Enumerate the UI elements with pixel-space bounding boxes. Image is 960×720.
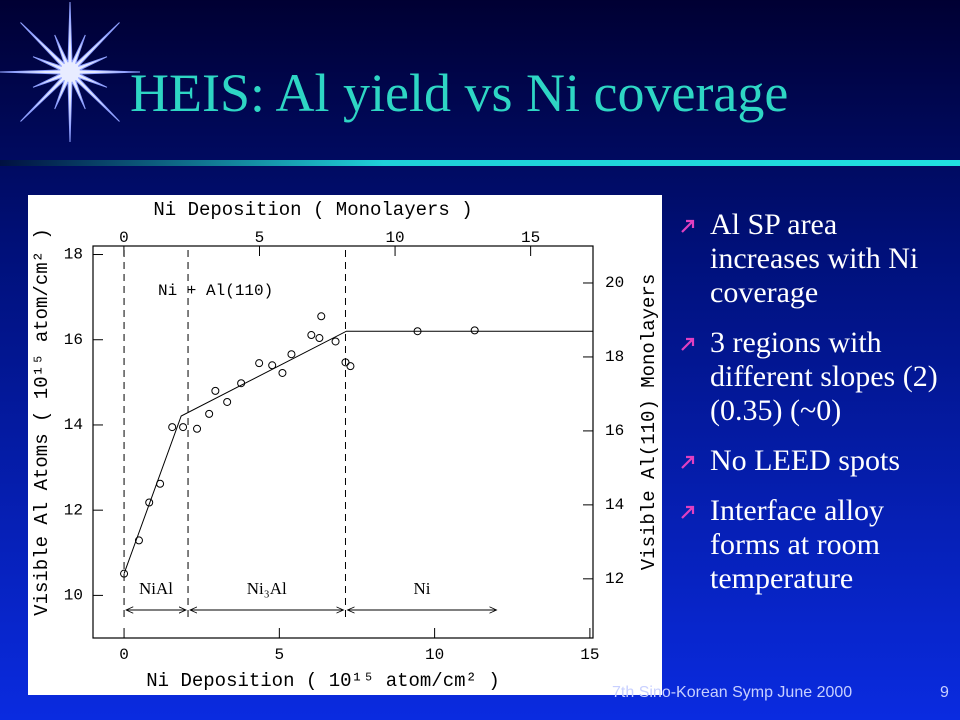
y-tick-label: 10	[64, 587, 83, 605]
region-label: Ni	[414, 579, 431, 598]
region-label: Ni₃Al	[247, 579, 287, 598]
bullet-icon	[681, 219, 695, 233]
x-axis-label: Ni Deposition ( 10¹⁵ atom/cm² )	[146, 670, 499, 692]
region-label: NiAl	[139, 579, 173, 598]
bullet-text: Al SP area increases with Ni coverage	[710, 208, 919, 309]
bullet-icon	[681, 505, 695, 519]
bullet-text: Interface alloy forms at room temperatur…	[710, 494, 885, 595]
data-point	[168, 423, 177, 432]
x2-tick-label: 10	[385, 229, 404, 247]
y2-tick-label: 12	[605, 570, 624, 588]
y2-tick-label: 20	[605, 274, 624, 292]
data-point	[268, 361, 277, 370]
y2-tick-label: 16	[605, 422, 624, 440]
title-rule	[0, 160, 960, 166]
x2-axis-label: Ni Deposition ( Monolayers )	[153, 199, 472, 221]
slide-title: HEIS: Al yield vs Ni coverage	[130, 63, 789, 123]
bullet-text: No LEED spots	[710, 444, 900, 477]
data-point	[211, 386, 220, 395]
data-point	[341, 358, 350, 367]
x-tick-label: 0	[119, 646, 129, 664]
y-tick-label: 12	[64, 501, 83, 519]
star-decoration	[0, 1, 141, 143]
data-point	[307, 331, 316, 340]
data-point	[134, 536, 143, 545]
data-point	[179, 423, 188, 432]
star-shape	[0, 1, 141, 143]
bullet-list: Al SP area increases with Ni coverage 3 r…	[680, 208, 950, 612]
data-point	[413, 327, 422, 336]
bullet-text: 3 regions with different slopes (2) (0.3…	[710, 326, 938, 427]
x2-tick-label: 0	[119, 229, 129, 247]
y2-tick-label: 14	[605, 496, 624, 514]
data-point	[156, 479, 165, 488]
data-point	[317, 312, 326, 321]
page-number: 9	[940, 684, 949, 701]
y-tick-label: 14	[64, 416, 83, 434]
data-point	[287, 350, 296, 359]
y2-tick-label: 18	[605, 348, 624, 366]
data-point	[120, 569, 129, 578]
x2-tick-label: 5	[255, 229, 265, 247]
data-point	[237, 379, 246, 388]
y-axis-label: Visible Al Atoms ( 10¹⁵ atom/cm² )	[31, 228, 53, 616]
y-tick-label: 18	[64, 246, 83, 264]
x2-tick-label: 15	[521, 229, 540, 247]
bullet: Interface alloy forms at room temperatur…	[680, 494, 950, 596]
bullet: Al SP area increases with Ni coverage	[680, 208, 950, 310]
data-point	[145, 498, 154, 507]
footer: 7th Sino-Korean Symp June 2000	[612, 684, 853, 701]
data-point	[255, 359, 264, 368]
data-point	[315, 334, 324, 343]
data-point	[223, 397, 232, 406]
plot-frame	[92, 245, 594, 639]
chart: 0 5 10 15 0 5 10 15 10 12 14 16 18 12 14 16 18 20 Ni Depos…	[28, 195, 662, 695]
data-point	[331, 337, 340, 346]
y-tick-label: 16	[64, 331, 83, 349]
fit-line	[123, 330, 593, 574]
bullet: 3 regions with different slopes (2) (0.3…	[680, 326, 950, 428]
bullet: No LEED spots	[680, 444, 950, 478]
bullet-icon	[681, 337, 695, 351]
annotation: Ni + Al(110)	[158, 282, 273, 300]
y2-axis-label: Visible Al(110) Monolayers	[638, 274, 660, 570]
data-point	[193, 424, 202, 433]
data-point	[205, 409, 214, 418]
data-point	[346, 362, 355, 371]
x-tick-label: 15	[580, 646, 599, 664]
data-point	[278, 368, 287, 377]
data-point	[470, 326, 479, 335]
x-tick-label: 5	[275, 646, 285, 664]
bullet-icon	[681, 455, 695, 469]
x-tick-label: 10	[425, 646, 444, 664]
